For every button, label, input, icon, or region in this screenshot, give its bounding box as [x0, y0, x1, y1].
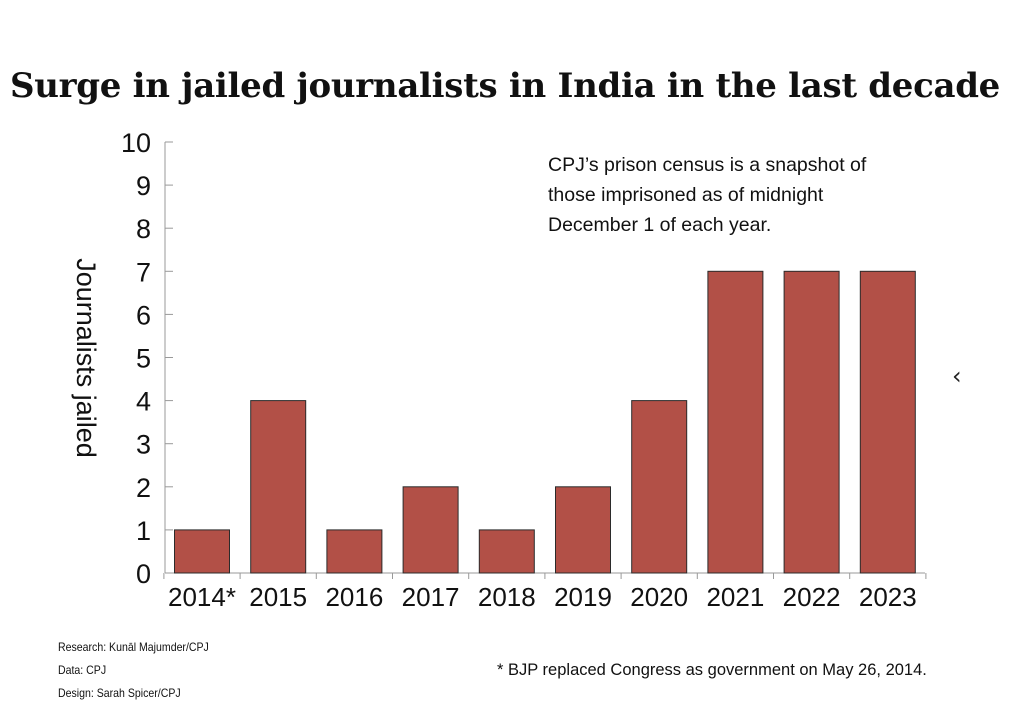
credit-data: Data: CPJ: [58, 663, 107, 677]
y-tick-label: 8: [136, 214, 151, 244]
bar-2018: [478, 529, 535, 574]
bar-2015: [250, 400, 307, 574]
chevron-left-icon[interactable]: ‹: [952, 362, 962, 390]
x-tick-label: 2017: [402, 582, 460, 612]
y-tick-label: 1: [136, 516, 151, 546]
y-tick-label: 9: [136, 171, 151, 201]
credit-design: Design: Sarah Spicer/CPJ: [58, 686, 181, 700]
bar-2019: [555, 486, 611, 574]
bar-2021: [707, 270, 764, 574]
x-tick-label: 2022: [783, 582, 841, 612]
x-tick-label: 2014*: [168, 582, 236, 612]
credits: Research: Kunāl Majumder/CPJ Data: CPJ D…: [58, 636, 209, 705]
y-tick-label: 0: [136, 559, 151, 589]
chart-title: Surge in jailed journalists in India in …: [9, 66, 1001, 106]
footnote: * BJP replaced Congress as government on…: [497, 661, 927, 679]
y-tick-label: 6: [136, 300, 151, 330]
x-tick-label: 2016: [325, 582, 383, 612]
y-tick-label: 10: [121, 128, 151, 158]
y-tick-label: 5: [136, 344, 151, 374]
x-tick-label: 2023: [859, 582, 917, 612]
x-tick-label: 2015: [249, 582, 307, 612]
bar-2014: [174, 529, 230, 574]
x-tick-labels: 2014* 2015 2016 2017 2018 2019 2020 2021 2022 202…: [168, 582, 917, 612]
y-tick-label: 2: [136, 473, 151, 503]
y-tick-label: 7: [136, 257, 151, 287]
x-tick-label: 2021: [706, 582, 764, 612]
bar-2016: [326, 529, 383, 574]
x-tick-label: 2019: [554, 582, 612, 612]
census-note-line-3: December 1 of each year.: [548, 214, 772, 236]
bar-2017: [402, 486, 459, 574]
y-axis-label: Journalists jailed: [71, 258, 101, 458]
census-note: CPJ’s prison census is a snapshot of tho…: [548, 150, 928, 240]
chart-bars: [174, 270, 916, 574]
x-tick-label: 2020: [630, 582, 688, 612]
y-tick-label: 3: [136, 430, 151, 460]
credit-research: Research: Kunāl Majumder/CPJ: [58, 640, 209, 654]
y-tick-labels: 0 1 2 3 4 5 6 7 8 9 10: [121, 128, 151, 589]
bar-2022: [783, 270, 840, 574]
y-tick-label: 4: [136, 387, 151, 417]
census-note-line-2: those imprisoned as of midnight: [548, 184, 824, 206]
x-tick-label: 2018: [478, 582, 536, 612]
bar-2023: [859, 270, 916, 574]
census-note-line-1: CPJ’s prison census is a snapshot of: [548, 154, 867, 176]
bar-2020: [631, 400, 688, 574]
